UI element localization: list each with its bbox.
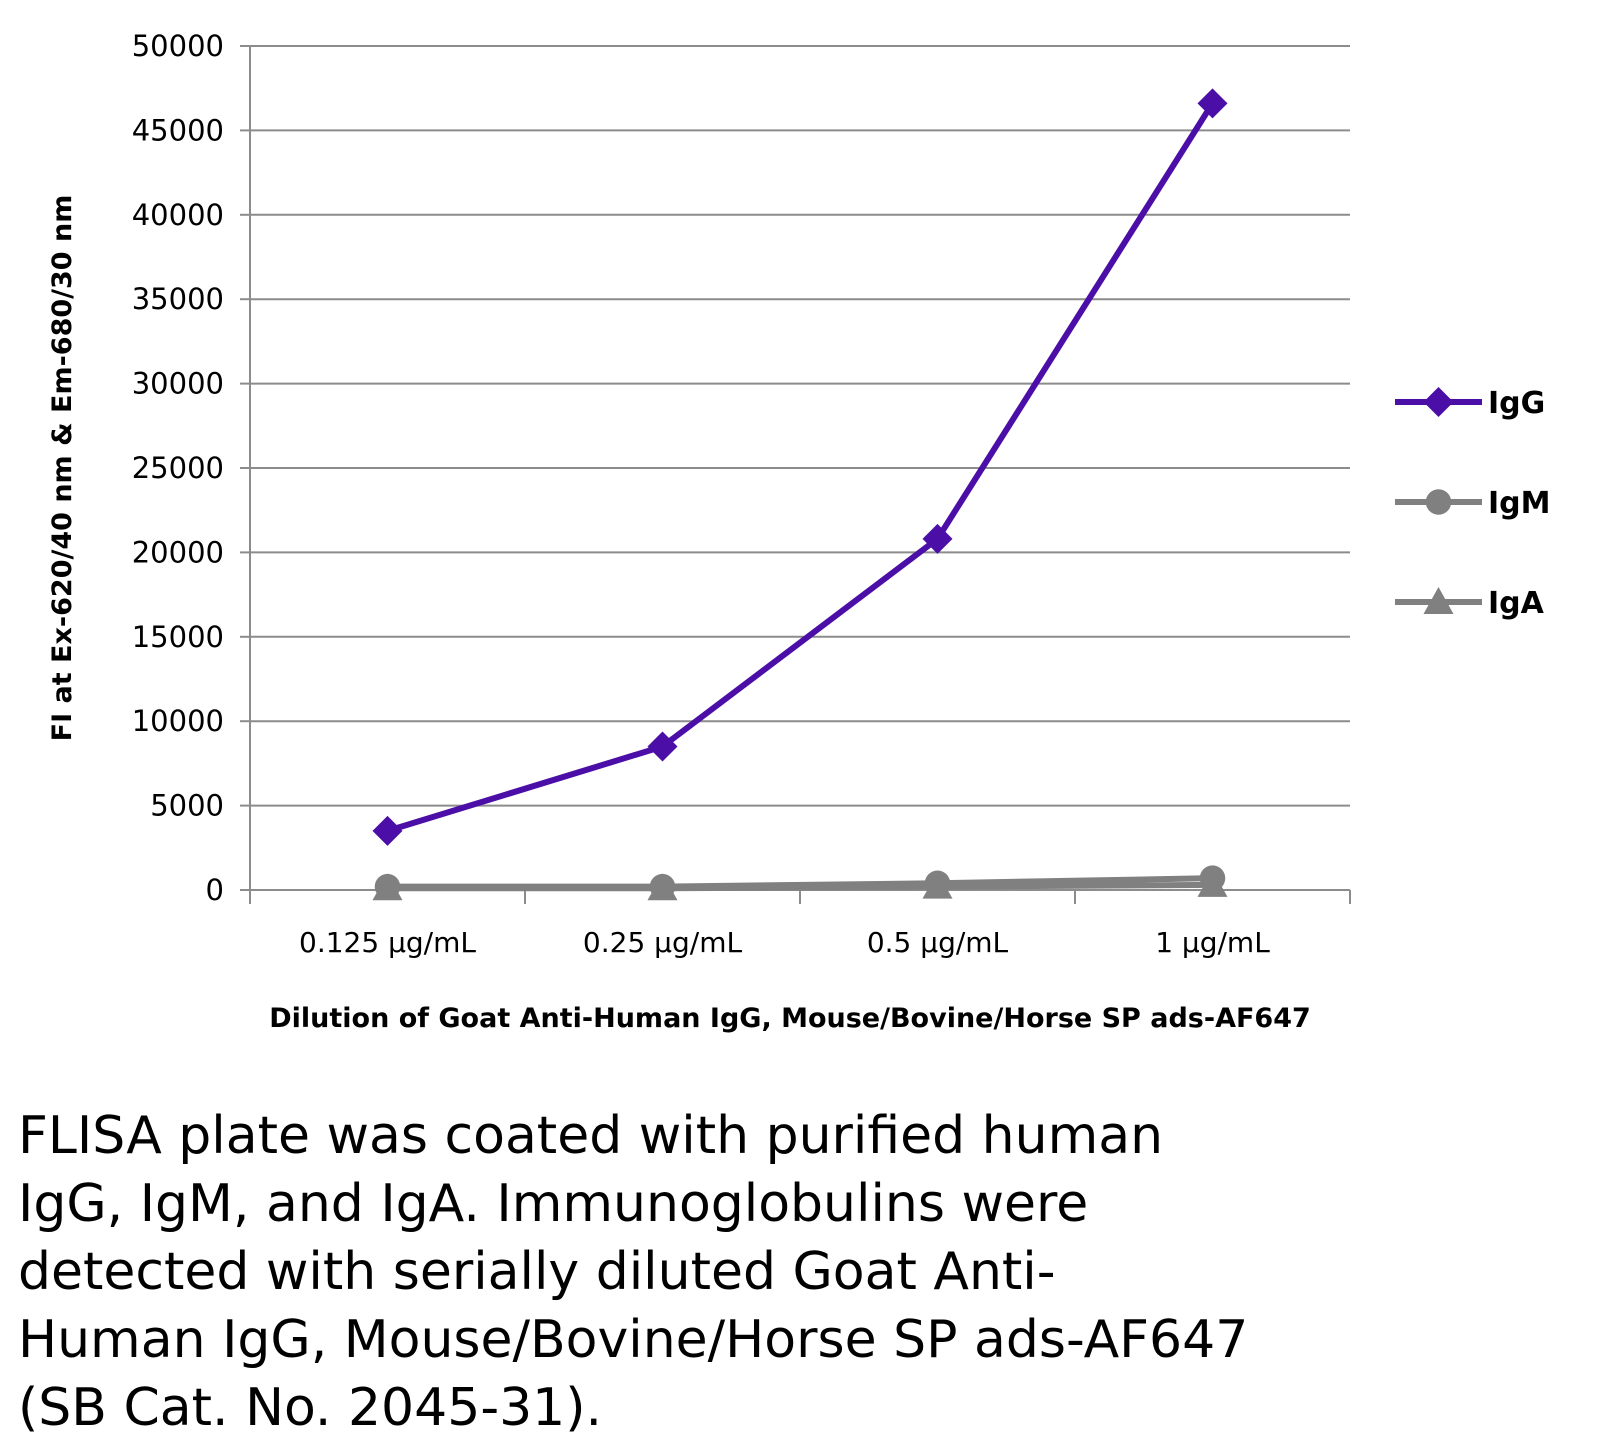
gridlines (240, 45, 1350, 891)
legend: IgG IgM IgA (1395, 386, 1551, 621)
legend-marker-igm (1425, 489, 1452, 515)
x-tick-label: 0.5 µg/mL (867, 926, 1009, 959)
y-axis-title: FI at Ex-620/40 nm & Em-680/30 nm (47, 195, 78, 742)
y-tick-label: 50000 (132, 29, 224, 63)
x-axis-title: Dilution of Goat Anti-Human IgG, Mouse/B… (269, 1003, 1311, 1034)
legend-label-igg: IgG (1488, 386, 1545, 421)
legend-marker-igg (1423, 387, 1454, 417)
y-tick-label: 15000 (132, 620, 224, 654)
series-line-igm (387, 875, 1213, 890)
legend-label-iga: IgA (1488, 586, 1545, 621)
y-tick-label: 20000 (132, 535, 224, 569)
series-line-igg (386, 101, 1216, 834)
data-point-igm (374, 873, 401, 900)
data-point-igg (922, 523, 953, 554)
legend-marker-iga (1423, 587, 1454, 614)
y-tick-label: 25000 (132, 451, 224, 485)
x-tick-label: 0.25 µg/mL (583, 926, 743, 959)
series-lines (372, 88, 1228, 901)
y-tick-label: 45000 (132, 113, 224, 147)
data-point-igg (372, 815, 403, 846)
x-tick-label: 1 µg/mL (1155, 926, 1270, 959)
data-point-igm (924, 870, 951, 896)
y-tick-label: 40000 (132, 198, 224, 232)
y-tick-label: 35000 (132, 282, 224, 316)
y-tick-label: 10000 (132, 704, 224, 738)
y-tick-label: 5000 (150, 789, 224, 823)
chart: 0 5000 10000 15000 20000 25000 30000 35000 40000… (47, 29, 1551, 1034)
x-tick-labels: 0.125 µg/mL 0.25 µg/mL 0.5 µg/mL 1 µg/mL (299, 926, 1270, 959)
x-tick-label: 0.125 µg/mL (299, 926, 476, 959)
data-point-igm (649, 873, 676, 900)
y-tick-label: 0 (206, 873, 224, 907)
figure-caption: FLISA plate was coated with purified hum… (18, 1106, 1249, 1438)
data-point-igg (647, 731, 678, 762)
data-point-igg (1197, 88, 1228, 119)
legend-label-igm: IgM (1488, 486, 1551, 521)
y-tick-label: 30000 (132, 367, 224, 401)
axes (249, 46, 1351, 904)
data-point-igm (1199, 865, 1226, 891)
y-tick-labels: 0 5000 10000 15000 20000 25000 30000 35000 40000… (132, 29, 224, 907)
